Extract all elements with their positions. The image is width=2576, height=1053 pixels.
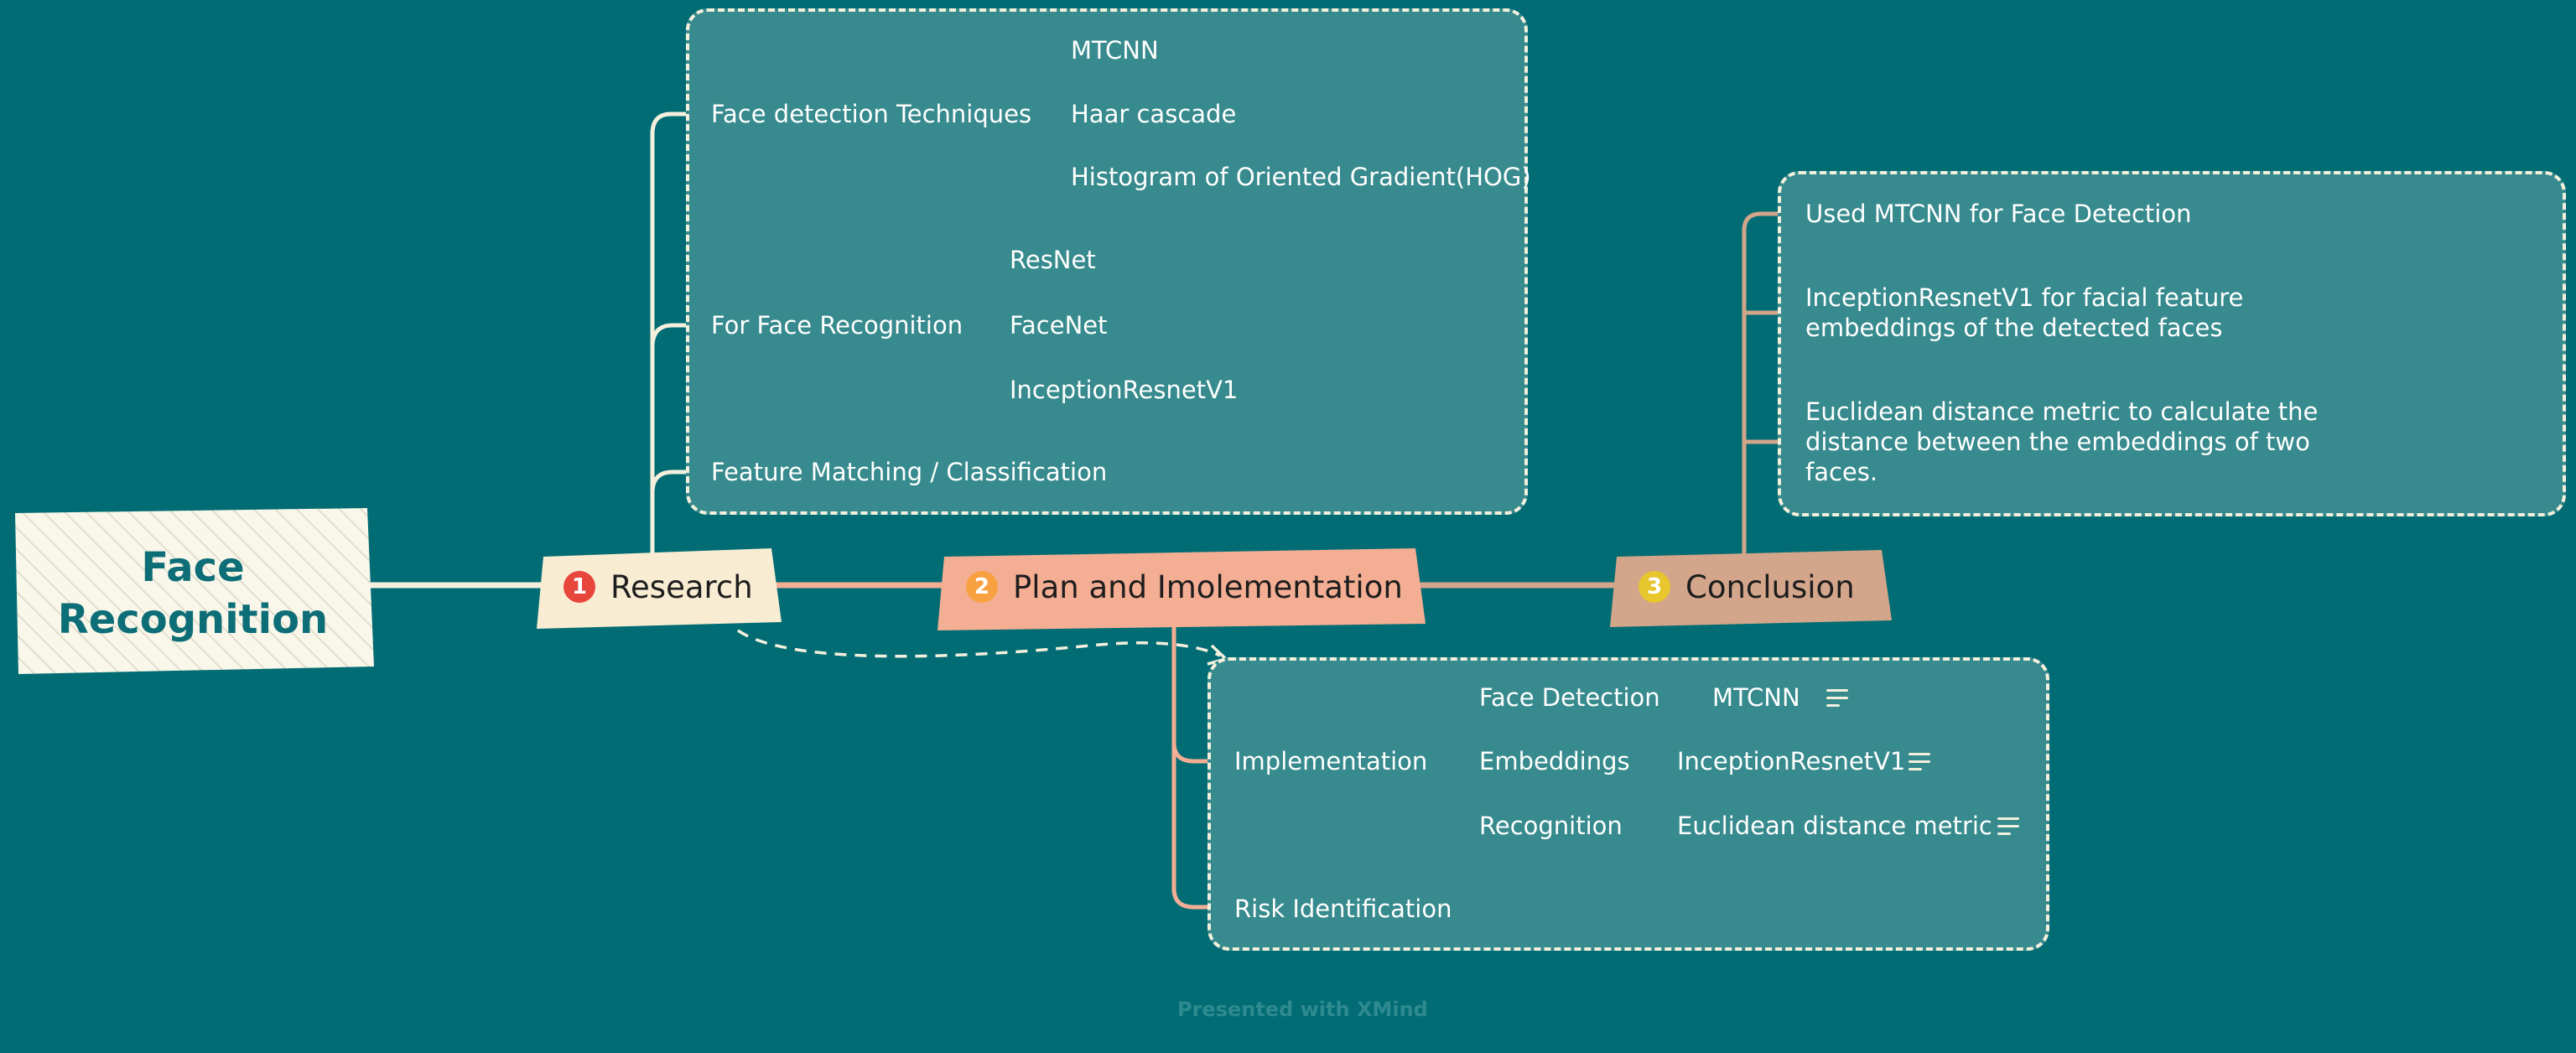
priority-2-icon: 2	[966, 571, 998, 603]
plan-shape	[937, 548, 1426, 630]
note-icon[interactable]	[1826, 689, 1848, 708]
feature-matching-node[interactable]: Feature Matching / Classification	[711, 458, 1108, 486]
implementation-node[interactable]: Implementation	[1234, 747, 1428, 775]
footer-credit: Presented with XMind	[1177, 998, 1428, 1021]
priority-3-icon: 3	[1639, 571, 1670, 603]
note-icon[interactable]	[1909, 753, 1930, 771]
research-shape	[537, 548, 782, 629]
root-topic[interactable]: Face Recognition	[25, 520, 361, 667]
hog-node[interactable]: Histogram of Oriented Gradient(HOG)	[1071, 163, 1531, 191]
relationship-arrow	[737, 629, 1221, 658]
implementation-group-box	[1208, 657, 2049, 951]
topic-plan-label: Plan and Imolementation	[1013, 568, 1403, 605]
facenet-node[interactable]: FaceNet	[1010, 311, 1108, 340]
conclusion-item-3-line-3[interactable]: faces.	[1805, 458, 1878, 486]
topic-research-label: Research	[610, 568, 753, 605]
research-trunk	[650, 112, 709, 553]
note-icon[interactable]	[1997, 817, 2019, 836]
topic-conclusion-label: Conclusion	[1685, 568, 1855, 605]
face-detection-node[interactable]: Face Detection	[1479, 683, 1660, 712]
topic-conclusion[interactable]: 3 Conclusion	[1639, 568, 1855, 605]
recognition-node[interactable]: Recognition	[1479, 812, 1623, 840]
for-face-recognition-node[interactable]: For Face Recognition	[711, 311, 963, 340]
euclidean-value-node[interactable]: Euclidean distance metric	[1677, 812, 1992, 840]
face-detection-techniques-node[interactable]: Face detection Techniques	[711, 100, 1032, 128]
conclusion-shape	[1610, 550, 1892, 627]
inceptionresnetv1-node[interactable]: InceptionResnetV1	[1010, 376, 1239, 404]
resnet-node[interactable]: ResNet	[1010, 246, 1096, 274]
mtcnn-value-node[interactable]: MTCNN	[1712, 683, 1800, 712]
conclusion-item-2-line-2[interactable]: embeddings of the detected faces	[1805, 314, 2223, 342]
embeddings-node[interactable]: Embeddings	[1479, 747, 1630, 775]
root-shape	[15, 508, 374, 674]
root-topic-label: Face Recognition	[57, 544, 329, 643]
conclusion-group-box	[1778, 171, 2566, 516]
inceptionresnetv1-value-node[interactable]: InceptionResnetV1	[1677, 747, 1906, 775]
topic-plan[interactable]: 2 Plan and Imolementation	[966, 568, 1403, 605]
risk-identification-node[interactable]: Risk Identification	[1234, 895, 1452, 923]
conclusion-item-3-line-2[interactable]: distance between the embeddings of two	[1805, 428, 2310, 456]
conclusion-item-3-line-1[interactable]: Euclidean distance metric to calculate t…	[1805, 397, 2319, 426]
mtcnn-node[interactable]: MTCNN	[1071, 36, 1159, 65]
priority-1-icon: 1	[564, 571, 595, 603]
conclusion-item-2-line-1[interactable]: InceptionResnetV1 for facial feature	[1805, 283, 2244, 312]
plan-trunk	[1171, 619, 1226, 910]
conclusion-item-1[interactable]: Used MTCNN for Face Detection	[1805, 200, 2192, 228]
topic-research[interactable]: 1 Research	[564, 568, 753, 605]
haar-cascade-node[interactable]: Haar cascade	[1071, 100, 1237, 128]
research-group-box	[686, 8, 1528, 515]
